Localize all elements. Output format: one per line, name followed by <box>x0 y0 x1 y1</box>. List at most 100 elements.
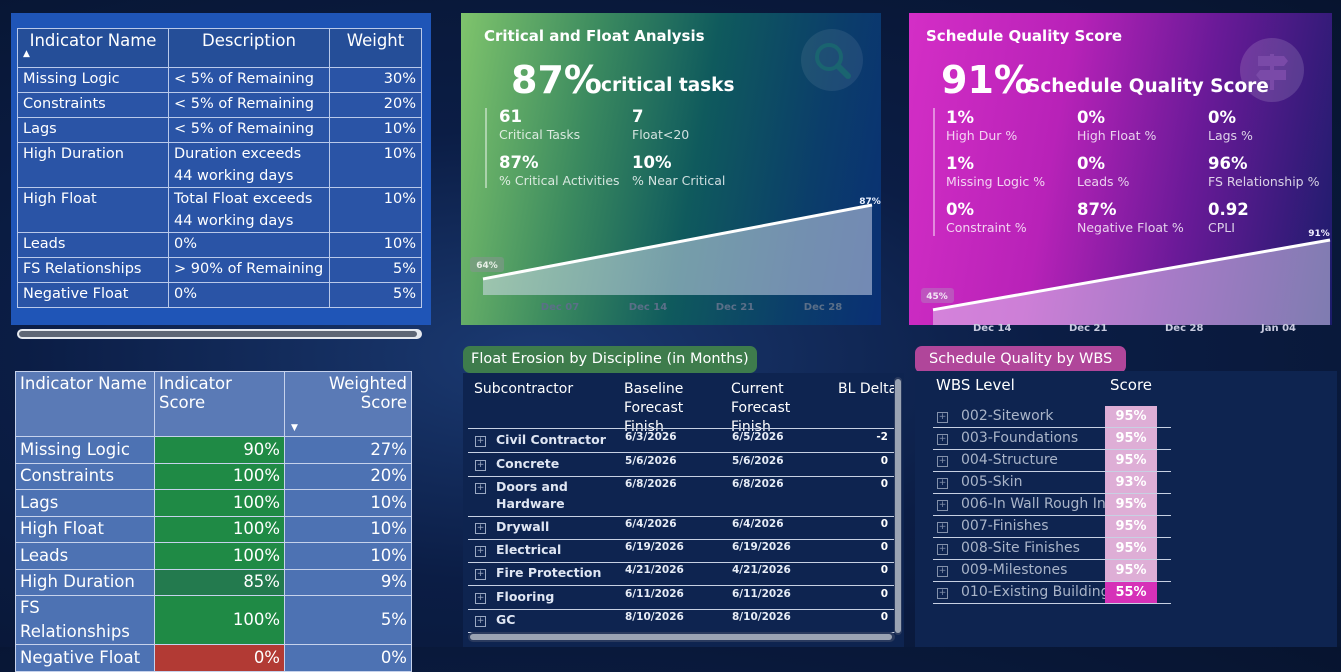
cell-name: Leads <box>15 542 155 570</box>
expand-icon[interactable]: + <box>937 412 948 423</box>
col-score[interactable]: Score <box>1110 376 1153 394</box>
horizontal-scrollbar[interactable] <box>17 329 422 339</box>
scrollbar-thumb[interactable] <box>19 331 417 337</box>
scrollbar-thumb[interactable] <box>895 379 901 633</box>
col-wbs-level[interactable]: WBS Level <box>936 376 1015 394</box>
critical-float-card[interactable]: Critical and Float Analysis 87% critical… <box>461 13 881 325</box>
cell-score: 100% <box>154 515 285 543</box>
cell-name: High Float <box>15 515 155 543</box>
table-row[interactable]: FS Relationships > 90% of Remaining 5% <box>17 257 422 283</box>
cell-name: FS Relationships <box>17 257 169 283</box>
expand-icon[interactable]: + <box>937 566 948 577</box>
table-row[interactable]: +004-Structure 95% <box>933 450 1171 472</box>
table-row[interactable]: + Concrete 5/6/2026 5/6/2026 0 <box>468 453 896 477</box>
table-row[interactable]: High Float Total Float exceeds 44 working… <box>17 187 422 233</box>
expand-icon[interactable]: + <box>475 436 486 447</box>
col-indicator-name[interactable]: Indicator Name <box>15 371 155 437</box>
expand-icon[interactable]: + <box>937 478 948 489</box>
table-row[interactable]: Missing Logic 90% 27% <box>15 436 412 464</box>
table-row[interactable]: Lags < 5% of Remaining 10% <box>17 117 422 143</box>
table-row[interactable]: +010-Existing Building 55% <box>933 582 1171 604</box>
x-tick: Dec 28 <box>804 302 842 313</box>
table-row[interactable]: + Fire Protection 4/21/2026 4/21/2026 0 <box>468 562 896 586</box>
col-indicator-name[interactable]: Indicator Name ▲ <box>17 28 169 68</box>
table-row[interactable]: +007-Finishes 95% <box>933 516 1171 538</box>
expand-icon[interactable]: + <box>937 434 948 445</box>
scrollbar-thumb[interactable] <box>470 634 892 640</box>
table-row[interactable]: FS Relationships 100% 5% <box>15 595 412 645</box>
col-current-finish[interactable]: Current Forecast Finish <box>731 381 791 435</box>
table-row[interactable]: +005-Skin 93% <box>933 472 1171 494</box>
expand-icon[interactable]: + <box>937 456 948 467</box>
table-row[interactable]: + GC 8/10/2026 8/10/2026 0 <box>468 609 896 633</box>
table-row[interactable]: + Doors and Hardware 6/8/2026 6/8/2026 0 <box>468 476 896 517</box>
expand-icon[interactable]: + <box>475 483 486 494</box>
table-row[interactable]: High Duration 85% 9% <box>15 568 412 596</box>
header-divider <box>468 428 896 429</box>
cell-current-finish: 6/5/2026 <box>732 431 784 443</box>
schedule-quality-card[interactable]: Schedule Quality Score 91% Schedule Qual… <box>909 13 1332 325</box>
expand-icon[interactable]: + <box>937 588 948 599</box>
horizontal-scrollbar[interactable] <box>468 632 895 642</box>
expand-icon[interactable]: + <box>475 616 486 627</box>
table-row[interactable]: High Duration Duration exceeds 44 working… <box>17 142 422 188</box>
sort-ascending-icon[interactable]: ▲ <box>23 49 30 59</box>
cell-name: High Duration <box>15 568 155 596</box>
vertical-scrollbar[interactable] <box>894 377 902 635</box>
quality-score-value: 91% <box>941 58 1032 102</box>
table-row[interactable]: Negative Float 0% 5% <box>17 282 422 308</box>
kpi-lags: 0% Lags % <box>1208 108 1253 143</box>
col-weight[interactable]: Weight <box>329 28 422 68</box>
indicator-weights-table: Indicator Name ▲ Description Weight Miss… <box>11 13 431 339</box>
col-description[interactable]: Description <box>168 28 330 68</box>
expand-icon[interactable]: + <box>937 500 948 511</box>
table-row[interactable]: + Flooring 6/11/2026 6/11/2026 0 <box>468 586 896 610</box>
table-row[interactable]: +008-Site Finishes 95% <box>933 538 1171 560</box>
table-row[interactable]: Constraints < 5% of Remaining 20% <box>17 92 422 118</box>
cell-bl-delta: -2 <box>876 431 888 443</box>
kpi-critical-tasks: 61 Critical Tasks <box>499 107 581 142</box>
critical-trend-chart[interactable]: 64% 87% Dec 07 Dec 14 Dec 21 Dec 28 <box>461 13 881 325</box>
cell-current-finish: 8/10/2026 <box>732 611 791 623</box>
col-weighted-score[interactable]: Weighted Score ▼ <box>284 371 412 437</box>
expand-icon[interactable]: + <box>475 523 486 534</box>
table-row[interactable]: Missing Logic < 5% of Remaining 30% <box>17 67 422 93</box>
expand-icon[interactable]: + <box>475 593 486 604</box>
table-row[interactable]: + Electrical 6/19/2026 6/19/2026 0 <box>468 539 896 563</box>
cell-name: Missing Logic <box>15 436 155 464</box>
table-row[interactable]: Negative Float 0% 0% <box>15 644 412 672</box>
cell-score: 55% <box>1105 582 1157 603</box>
table-row[interactable]: +003-Foundations 95% <box>933 428 1171 450</box>
col-subcontractor[interactable]: Subcontractor <box>474 381 574 397</box>
cell-weight: 10% <box>329 117 422 143</box>
signpost-icon <box>1240 38 1304 102</box>
col-baseline-finish[interactable]: Baseline Forecast Finish <box>624 381 684 435</box>
col-bl-delta[interactable]: BL Delta <box>838 381 898 397</box>
table-row[interactable]: High Float 100% 10% <box>15 515 412 543</box>
quality-trend-chart[interactable]: 45% 91% Dec 14 <box>909 13 1332 325</box>
kpi-leads: 0% Leads % <box>1077 154 1130 189</box>
col-indicator-score[interactable]: Indicator Score <box>154 371 285 437</box>
table-row[interactable]: +009-Milestones 95% <box>933 560 1171 582</box>
cell-current-finish: 4/21/2026 <box>732 564 791 576</box>
table-row[interactable]: + Drywall 6/4/2026 6/4/2026 0 <box>468 516 896 540</box>
table-row[interactable]: Lags 100% 10% <box>15 489 412 517</box>
table-row[interactable]: + Civil Contractor 6/3/2026 6/5/2026 -2 <box>468 429 896 453</box>
expand-icon[interactable]: + <box>475 460 486 471</box>
cell-weight: 5% <box>329 282 422 308</box>
table-row[interactable]: Leads 0% 10% <box>17 232 422 258</box>
table-row[interactable]: +002-Sitework 95% <box>933 406 1171 428</box>
sort-descending-icon[interactable]: ▼ <box>291 423 298 433</box>
cell-weighted-score: 10% <box>284 489 412 517</box>
expand-icon[interactable]: + <box>475 569 486 580</box>
table-row[interactable]: +006-In Wall Rough In 95% <box>933 494 1171 516</box>
cell-score: 100% <box>154 542 285 570</box>
expand-icon[interactable]: + <box>937 522 948 533</box>
expand-icon[interactable]: + <box>937 544 948 555</box>
cell-name: High Float <box>17 187 169 233</box>
cell-score: 95% <box>1105 516 1157 537</box>
float-erosion-title: Float Erosion by Discipline (in Months) <box>463 346 757 373</box>
table-row[interactable]: Constraints 100% 20% <box>15 462 412 490</box>
table-row[interactable]: Leads 100% 10% <box>15 542 412 570</box>
expand-icon[interactable]: + <box>475 546 486 557</box>
